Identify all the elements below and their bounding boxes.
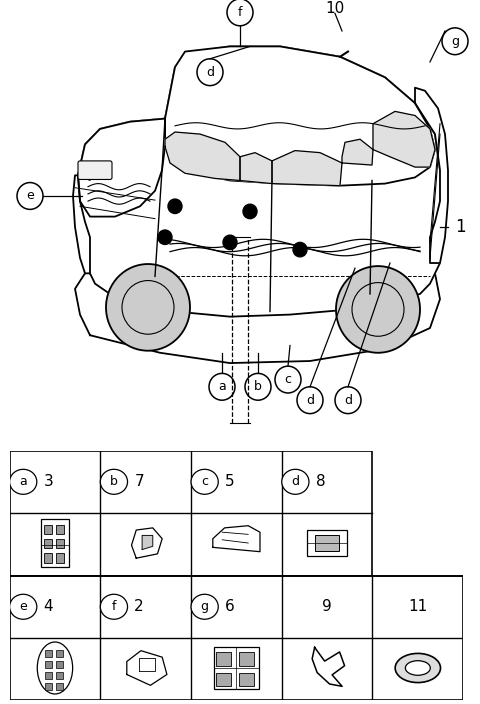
Polygon shape xyxy=(127,650,167,685)
Bar xyxy=(45,672,52,679)
Polygon shape xyxy=(142,536,153,550)
Ellipse shape xyxy=(37,642,72,694)
Text: b: b xyxy=(110,475,118,489)
Circle shape xyxy=(227,0,253,26)
Text: c: c xyxy=(201,475,208,489)
FancyBboxPatch shape xyxy=(78,161,112,180)
Text: 7: 7 xyxy=(134,474,144,489)
Bar xyxy=(44,524,52,534)
Circle shape xyxy=(442,28,468,55)
Circle shape xyxy=(158,230,172,244)
Circle shape xyxy=(335,386,361,414)
Circle shape xyxy=(10,594,37,620)
Ellipse shape xyxy=(406,660,430,675)
Bar xyxy=(56,553,64,562)
Circle shape xyxy=(245,373,271,400)
Polygon shape xyxy=(312,648,345,686)
Text: 2: 2 xyxy=(134,599,144,615)
Text: g: g xyxy=(451,34,459,48)
Text: 1: 1 xyxy=(455,218,466,236)
Text: a: a xyxy=(218,380,226,394)
Bar xyxy=(56,661,63,668)
Bar xyxy=(10,576,463,700)
Circle shape xyxy=(197,59,223,86)
Text: b: b xyxy=(254,380,262,394)
Bar xyxy=(45,650,52,657)
Circle shape xyxy=(336,266,420,353)
Text: 8: 8 xyxy=(316,474,325,489)
Bar xyxy=(216,652,231,666)
Polygon shape xyxy=(342,139,373,165)
Polygon shape xyxy=(73,175,90,273)
Circle shape xyxy=(191,594,218,620)
Bar xyxy=(45,683,52,690)
Text: g: g xyxy=(201,601,209,613)
Circle shape xyxy=(243,204,257,219)
Bar xyxy=(307,530,347,556)
Bar xyxy=(45,661,52,668)
Text: f: f xyxy=(112,601,116,613)
Text: a: a xyxy=(19,475,27,489)
Polygon shape xyxy=(78,118,165,217)
Polygon shape xyxy=(165,132,240,180)
Text: d: d xyxy=(291,475,300,489)
Circle shape xyxy=(168,199,182,213)
Bar xyxy=(44,553,52,562)
Bar xyxy=(56,524,64,534)
Circle shape xyxy=(282,470,309,494)
Bar xyxy=(315,536,339,551)
Text: f: f xyxy=(238,6,242,19)
Bar xyxy=(41,520,69,567)
Polygon shape xyxy=(240,153,272,184)
Text: 11: 11 xyxy=(408,599,428,615)
Text: d: d xyxy=(206,65,214,79)
Bar xyxy=(56,672,63,679)
Text: 9: 9 xyxy=(322,599,332,615)
Polygon shape xyxy=(373,111,435,167)
Ellipse shape xyxy=(395,653,441,683)
Bar xyxy=(239,652,254,666)
Circle shape xyxy=(223,235,237,250)
Polygon shape xyxy=(78,46,440,317)
Bar xyxy=(10,451,372,576)
Text: 3: 3 xyxy=(44,474,53,489)
Bar xyxy=(56,683,63,690)
Text: 6: 6 xyxy=(225,599,235,615)
Circle shape xyxy=(100,594,128,620)
Bar xyxy=(56,650,63,657)
Polygon shape xyxy=(415,88,448,263)
Circle shape xyxy=(297,386,323,414)
Bar xyxy=(239,672,254,686)
Circle shape xyxy=(17,182,43,209)
Bar xyxy=(214,648,259,689)
Polygon shape xyxy=(165,46,435,186)
Text: 4: 4 xyxy=(44,599,53,615)
Polygon shape xyxy=(213,526,260,552)
Polygon shape xyxy=(132,528,162,558)
Bar xyxy=(56,539,64,548)
Polygon shape xyxy=(272,151,342,186)
Text: 10: 10 xyxy=(325,1,345,15)
Circle shape xyxy=(10,470,37,494)
Text: e: e xyxy=(19,601,27,613)
Text: d: d xyxy=(306,394,314,407)
Circle shape xyxy=(275,366,301,393)
Circle shape xyxy=(106,264,190,351)
Circle shape xyxy=(100,470,128,494)
Polygon shape xyxy=(75,258,440,363)
Text: e: e xyxy=(26,189,34,203)
Circle shape xyxy=(209,373,235,400)
Text: 5: 5 xyxy=(225,474,235,489)
Text: d: d xyxy=(344,394,352,407)
Circle shape xyxy=(293,242,307,257)
Text: c: c xyxy=(285,373,291,386)
Bar xyxy=(216,672,231,686)
Bar xyxy=(44,539,52,548)
Circle shape xyxy=(191,470,218,494)
